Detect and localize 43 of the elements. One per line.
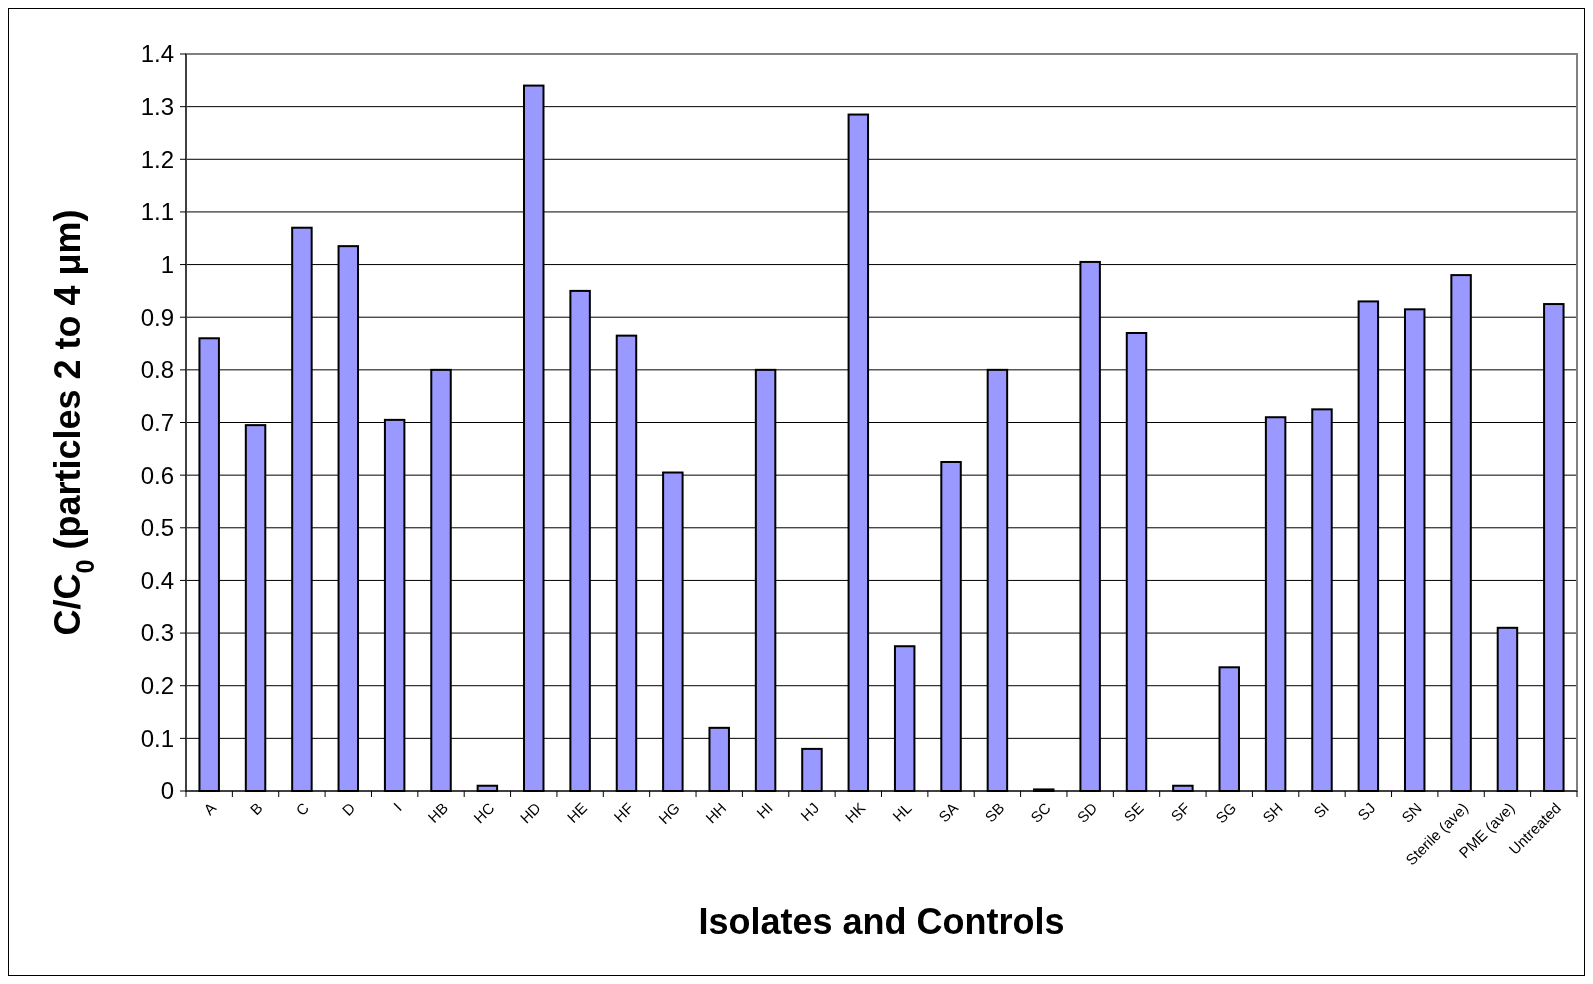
x-tick-label: B [246,799,266,819]
x-tick-label: SC [1027,798,1055,826]
y-tick-label: 0.2 [140,672,174,700]
x-tick-label: SA [935,799,962,826]
y-tick-label: 1.2 [140,145,174,173]
x-tick-label: D [338,798,359,819]
x-tick-label: HE [563,799,591,826]
y-tick-label: 0.5 [140,514,174,542]
x-tick-label: SJ [1354,799,1379,824]
x-tick-label: SE [1120,799,1147,826]
y-tick-label: 0.7 [140,408,174,436]
x-tick-label: HG [655,799,683,828]
x-tick-label: SN [1398,799,1425,826]
x-tick-label: HJ [797,799,823,825]
x-tick-label: SB [981,799,1008,826]
y-tick-label: 1 [160,250,174,278]
y-tick-label: 1.3 [140,93,174,121]
x-tick-label: HI [753,799,776,822]
x-axis-title: Isolates and Controls [698,901,1065,942]
x-tick-label: C [292,798,313,819]
x-tick-label: HD [516,798,544,827]
x-tick-label: A [200,799,220,819]
x-tick-label: I [389,799,405,815]
y-tick-label: 1.4 [140,40,174,68]
x-tick-label: HH [701,799,730,827]
x-tick-label: SH [1258,799,1286,826]
x-tick-label: SF [1167,799,1193,825]
y-tick-label: 0.9 [140,303,174,331]
y-tick-label: 0.8 [140,356,174,384]
y-tick-label: 0.1 [140,724,174,752]
x-tick-label: HF [610,799,637,826]
x-tick-label: HC [470,798,498,827]
y-tick-label: 0.3 [140,619,174,647]
x-tick-label: HK [841,799,869,826]
x-tick-label: SI [1310,799,1333,822]
y-tick-label: 0 [160,777,174,805]
x-tick-label: HB [424,799,452,826]
y-tick-label: 1.1 [140,198,174,226]
x-tick-label: SD [1073,798,1101,826]
y-tick-label: 0.6 [140,461,174,489]
x-tick-label: SG [1212,799,1240,827]
x-tick-label: HL [889,799,915,825]
y-tick-label: 0.4 [140,566,174,594]
